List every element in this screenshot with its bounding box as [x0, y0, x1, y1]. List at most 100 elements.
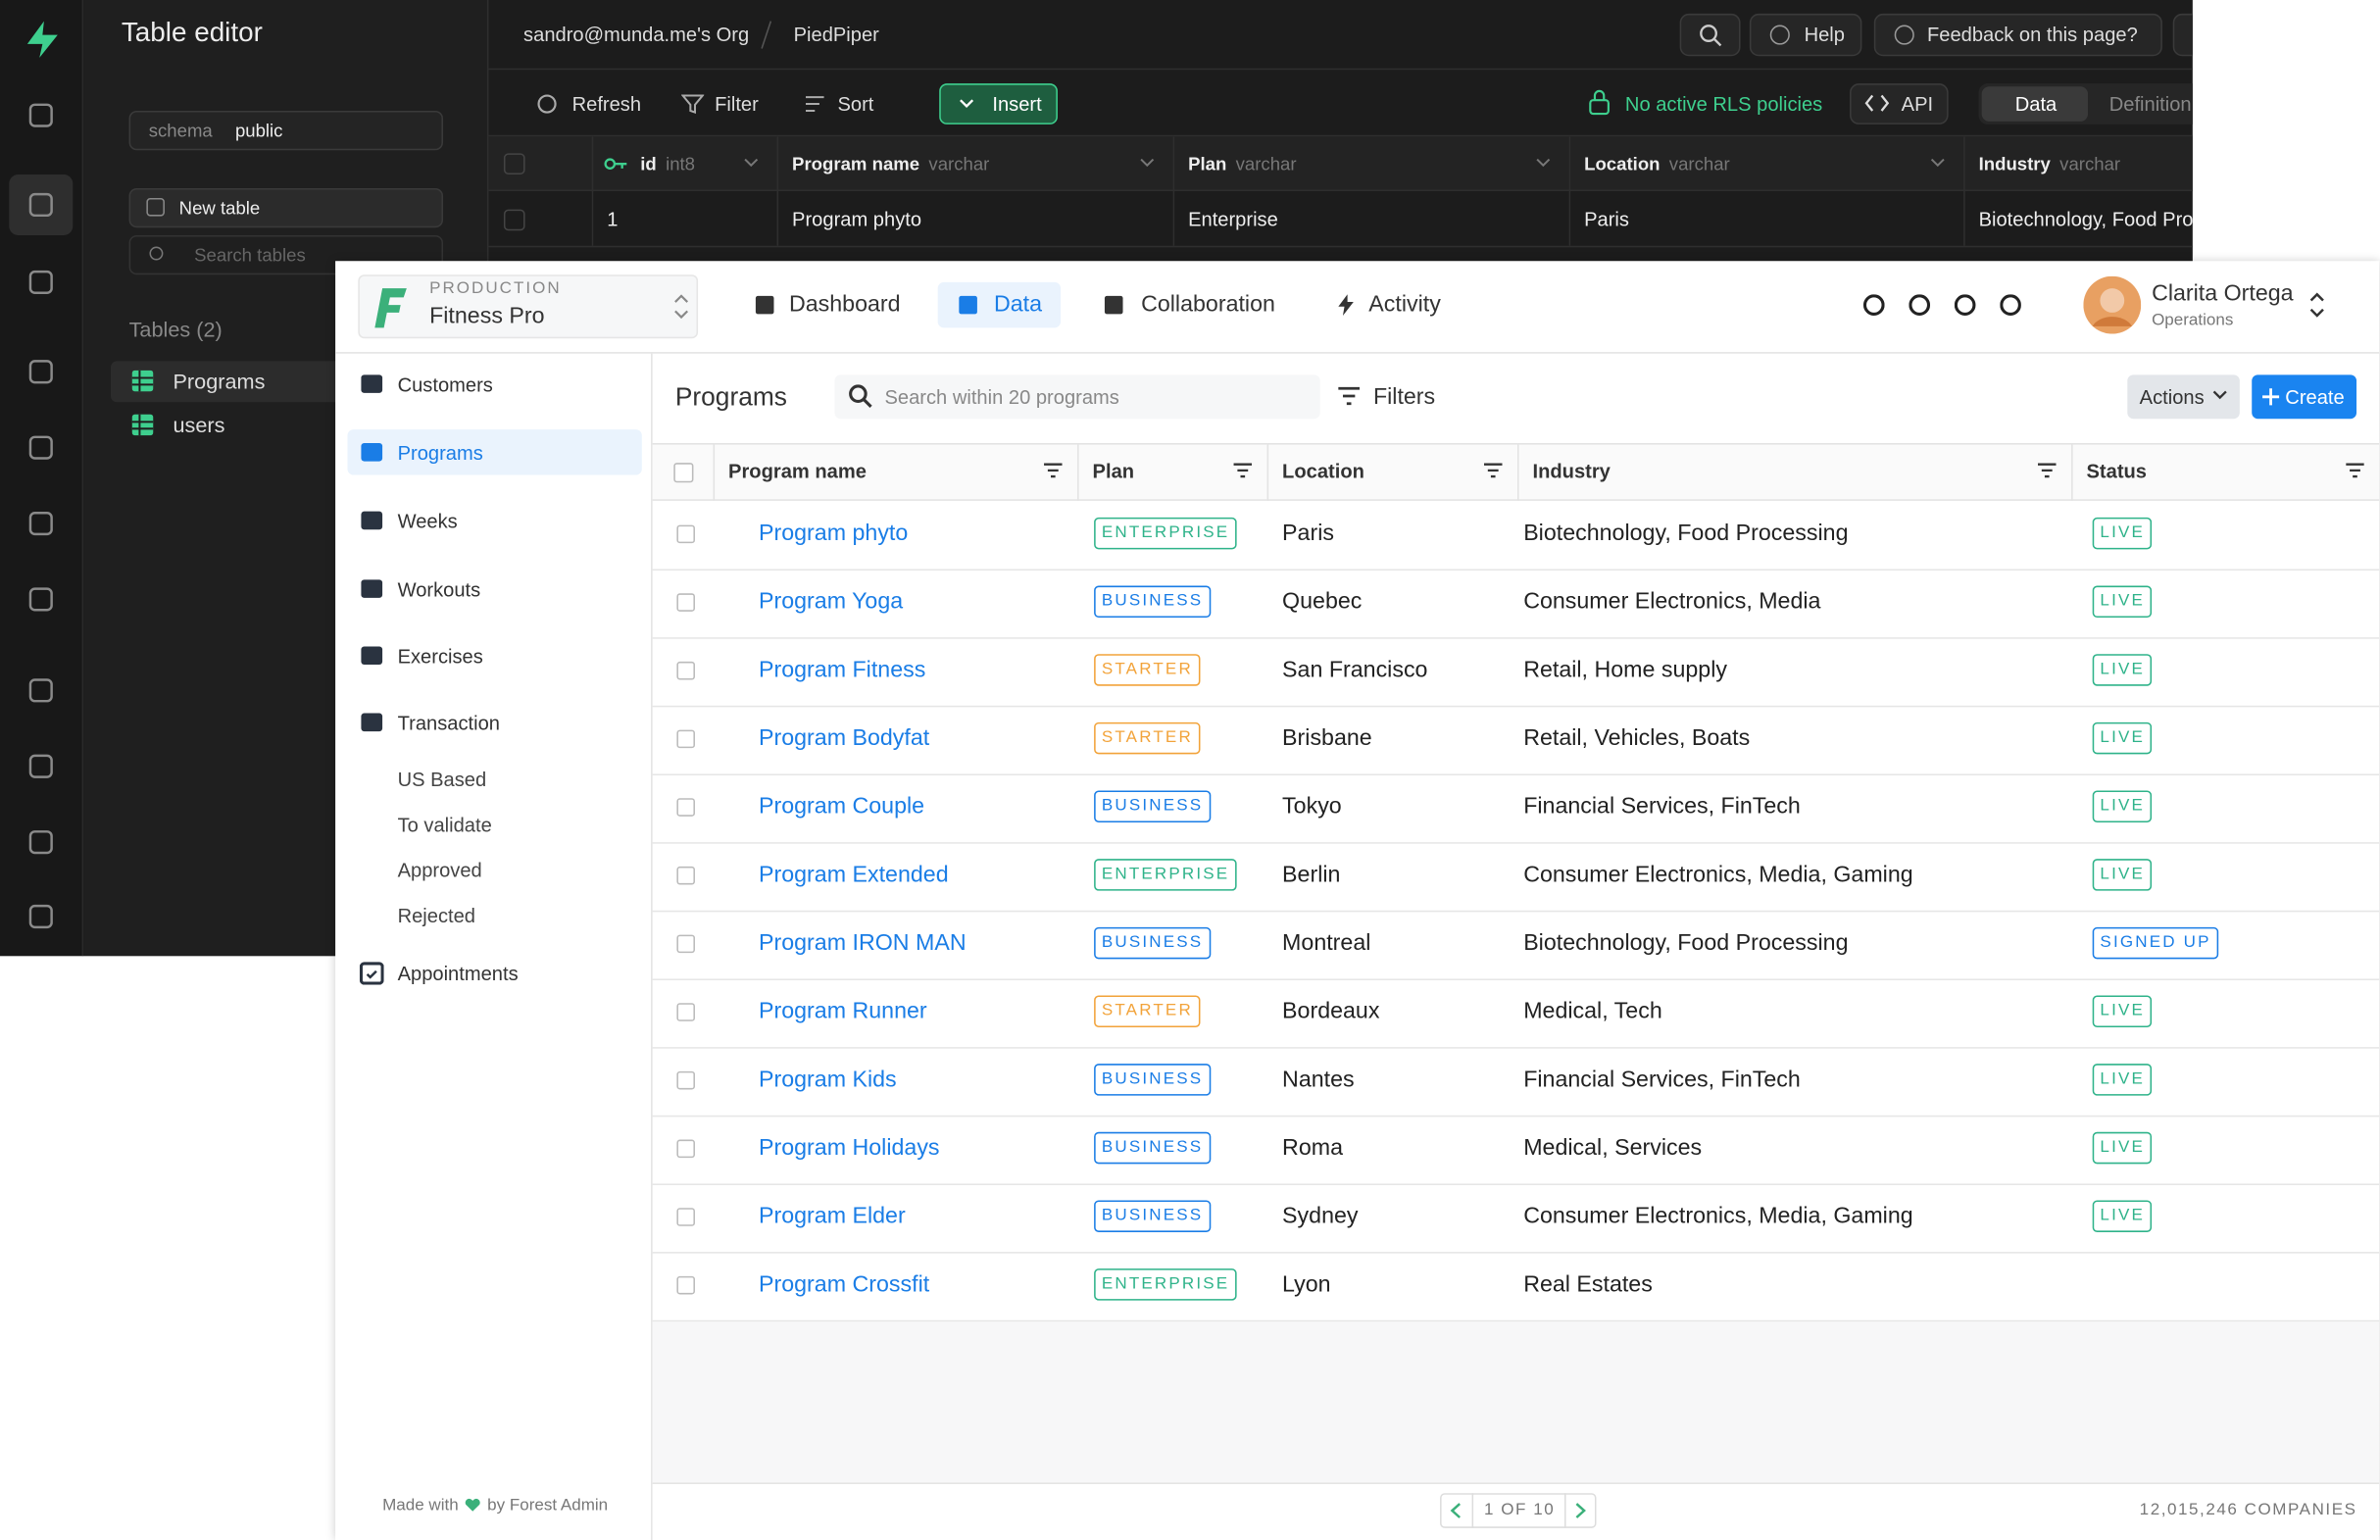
- table-item[interactable]: Programs: [173, 369, 266, 393]
- checkbox[interactable]: [676, 1275, 695, 1295]
- nav-item[interactable]: Activity: [1368, 291, 1441, 318]
- insert-button[interactable]: [939, 83, 1058, 124]
- rail-icon: [28, 511, 53, 536]
- nav-item[interactable]: Data: [993, 291, 1042, 318]
- program-name[interactable]: Program Extended: [759, 862, 949, 888]
- grid-icon: [131, 370, 154, 392]
- actions[interactable]: Actions: [2139, 385, 2205, 409]
- nav-item[interactable]: Dashboard: [788, 291, 901, 318]
- button-frame[interactable]: [1679, 13, 1741, 57]
- help[interactable]: Help: [1804, 23, 1845, 46]
- checkbox[interactable]: [676, 661, 695, 680]
- api[interactable]: API: [1901, 92, 1934, 116]
- checkbox[interactable]: [673, 463, 694, 483]
- checkbox[interactable]: [676, 729, 695, 749]
- search-box[interactable]: [834, 374, 1320, 420]
- program-name[interactable]: Program Holidays: [759, 1134, 940, 1162]
- column-header[interactable]: Industry: [1532, 460, 1611, 483]
- row-border: [652, 773, 2380, 776]
- program-name[interactable]: Program Elder: [759, 1203, 906, 1229]
- refresh[interactable]: Refresh: [571, 92, 642, 116]
- forest-logo: [374, 288, 407, 328]
- segment-item[interactable]: US Based: [397, 768, 487, 791]
- button-frame[interactable]: [2172, 13, 2193, 57]
- row-border: [652, 1115, 2380, 1118]
- checkbox[interactable]: [676, 1003, 695, 1021]
- filters[interactable]: Filters: [1372, 383, 1436, 410]
- column-divider: [2071, 443, 2073, 501]
- row-border: [652, 910, 2380, 913]
- insert[interactable]: Insert: [992, 92, 1042, 116]
- nav-item[interactable]: Collaboration: [1141, 291, 1275, 318]
- badge: STARTER: [1094, 654, 1201, 686]
- sidebar-icon: [361, 443, 383, 462]
- checkbox[interactable]: [676, 1070, 695, 1090]
- project-switcher[interactable]: [358, 274, 699, 339]
- search-placeholder: Search within 20 programs: [884, 385, 1119, 409]
- program-name[interactable]: Program Runner: [759, 998, 927, 1024]
- schema-select[interactable]: [128, 111, 444, 151]
- chevron: [2212, 390, 2227, 400]
- toolbar-icon: [2000, 294, 2021, 316]
- column-header[interactable]: Location: [1282, 460, 1364, 483]
- search-icon: [849, 384, 872, 408]
- feedback[interactable]: Feedback on this page?: [1926, 23, 2138, 46]
- badge: ENTERPRISE: [1094, 1268, 1238, 1301]
- data[interactable]: Data: [2014, 92, 2058, 116]
- definition[interactable]: Definition: [2108, 92, 2192, 116]
- nav-icon: [755, 295, 774, 315]
- sidebar-item[interactable]: Transaction: [397, 712, 500, 735]
- program-name[interactable]: Program IRON MAN: [759, 929, 967, 957]
- checkbox[interactable]: [676, 866, 695, 885]
- sidebar-item[interactable]: Exercises: [397, 644, 483, 669]
- segment-item[interactable]: To validate: [397, 813, 492, 836]
- collection-title: Programs: [674, 382, 787, 412]
- search-icon: [149, 246, 164, 261]
- filter-icon: [681, 94, 705, 114]
- program-name[interactable]: Program Couple: [759, 793, 925, 820]
- table-item[interactable]: users: [173, 413, 225, 437]
- sidebar-item[interactable]: Weeks: [397, 510, 458, 533]
- badge: LIVE: [2092, 1064, 2153, 1096]
- sort[interactable]: Sort: [837, 92, 874, 116]
- badge: LIVE: [2092, 790, 2153, 823]
- program-name[interactable]: Program Bodyfat: [759, 724, 930, 752]
- new-table-button[interactable]: [128, 187, 444, 228]
- checkbox[interactable]: [676, 1208, 695, 1226]
- table-header: [652, 443, 2380, 501]
- column-header[interactable]: Plan: [1092, 460, 1135, 483]
- segment-item[interactable]: Rejected: [397, 904, 476, 927]
- filter[interactable]: Filter: [715, 92, 759, 116]
- checkbox[interactable]: [676, 1139, 695, 1159]
- sidebar-item[interactable]: Customers: [397, 373, 493, 397]
- button-frame[interactable]: [1850, 83, 1949, 124]
- column-header[interactable]: Program name: [728, 460, 867, 483]
- button-frame[interactable]: [1873, 13, 2162, 57]
- sidebar-item[interactable]: Appointments: [397, 962, 519, 985]
- sidebar-icon: [361, 579, 383, 598]
- sidebar-icon: [361, 713, 383, 732]
- column-header: Industry varchar: [1979, 153, 2121, 174]
- segment-item[interactable]: Approved: [397, 859, 482, 882]
- column-header: Plan varchar: [1188, 153, 1296, 174]
- button-frame[interactable]: [1749, 13, 1862, 57]
- sidebar-item[interactable]: Workouts: [397, 577, 481, 602]
- sidebar-item[interactable]: Programs: [397, 441, 483, 465]
- schema-value: public: [234, 120, 283, 141]
- program-name[interactable]: Program Crossfit: [759, 1271, 930, 1298]
- program-name[interactable]: Program Yoga: [759, 588, 904, 615]
- column-header[interactable]: Status: [2086, 460, 2148, 483]
- chevron: [744, 158, 759, 168]
- program-name[interactable]: Program Kids: [759, 1067, 897, 1093]
- checkbox[interactable]: [676, 934, 695, 954]
- checkbox[interactable]: [676, 524, 695, 544]
- checkbox[interactable]: [676, 593, 695, 612]
- program-name[interactable]: Program phyto: [759, 520, 909, 547]
- program-name[interactable]: Program Fitness: [759, 657, 926, 683]
- badge: SIGNED UP: [2092, 926, 2219, 960]
- create[interactable]: Create: [2285, 385, 2345, 409]
- checkbox[interactable]: [676, 798, 695, 817]
- rail-icon: [28, 435, 53, 460]
- data-tab[interactable]: [1981, 86, 2089, 122]
- new-table[interactable]: New table: [178, 197, 261, 219]
